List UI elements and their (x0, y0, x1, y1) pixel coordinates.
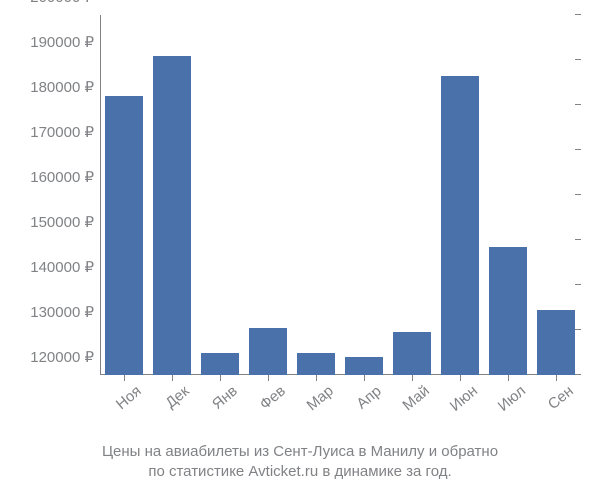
bar-slot: Янв (196, 15, 244, 375)
y-tick-label: 170000 ₽ (30, 123, 100, 141)
price-chart: 120000 ₽ 130000 ₽ 140000 ₽ 150000 ₽ 160000 ₽… (0, 0, 600, 500)
bar-slot: Дек (148, 15, 196, 375)
bar (537, 310, 575, 375)
bar-slot: Фев (244, 15, 292, 375)
y-tick-label: 190000 ₽ (30, 33, 100, 51)
caption-line-1: Цены на авиабилеты из Сент-Луиса в Манил… (102, 443, 498, 460)
x-tick-label: Апр (346, 373, 385, 412)
bar (441, 76, 479, 375)
bar (153, 56, 191, 376)
bar (489, 247, 527, 375)
bar-slot: Май (388, 15, 436, 375)
bar-slot: Сен (532, 15, 580, 375)
x-tick-label: Янв (201, 373, 240, 413)
bar-slot: Ноя (100, 15, 148, 375)
bar-slot: Мар (292, 15, 340, 375)
y-tick-label: 160000 ₽ (30, 168, 100, 186)
x-tick-label: Июн (439, 373, 481, 415)
x-tick-label: Май (392, 373, 433, 414)
y-tick-label: 140000 ₽ (30, 258, 100, 276)
caption-line-2: по статистике Avticket.ru в динамике за … (148, 463, 451, 480)
bar (105, 96, 143, 375)
y-tick-label: 120000 ₽ (30, 348, 100, 366)
bar-slot: Июл (484, 15, 532, 375)
bar (297, 353, 335, 376)
bars-container: НояДекЯнвФевМарАпрМайИюнИюлСен (100, 15, 580, 375)
bar-slot: Июн (436, 15, 484, 375)
bar (393, 332, 431, 375)
x-tick-label: Мар (296, 373, 337, 414)
bar-slot: Апр (340, 15, 388, 375)
y-tick-label: 180000 ₽ (30, 78, 100, 96)
chart-caption: Цены на авиабилеты из Сент-Луиса в Манил… (0, 442, 600, 483)
x-tick-label: Ноя (105, 373, 145, 413)
plot-area: 120000 ₽130000 ₽140000 ₽150000 ₽160000 ₽… (100, 15, 580, 375)
bar (345, 357, 383, 375)
x-tick-label: Сен (537, 373, 577, 413)
bar (201, 353, 239, 376)
x-tick-label: Дек (155, 373, 193, 411)
y-tick-label: 200000 ₽ (30, 0, 100, 6)
bar (249, 328, 287, 375)
x-tick-label: Июл (487, 373, 529, 415)
x-tick-label: Фев (249, 373, 289, 413)
y-tick-label: 130000 ₽ (30, 303, 100, 321)
y-tick-label: 150000 ₽ (30, 213, 100, 231)
